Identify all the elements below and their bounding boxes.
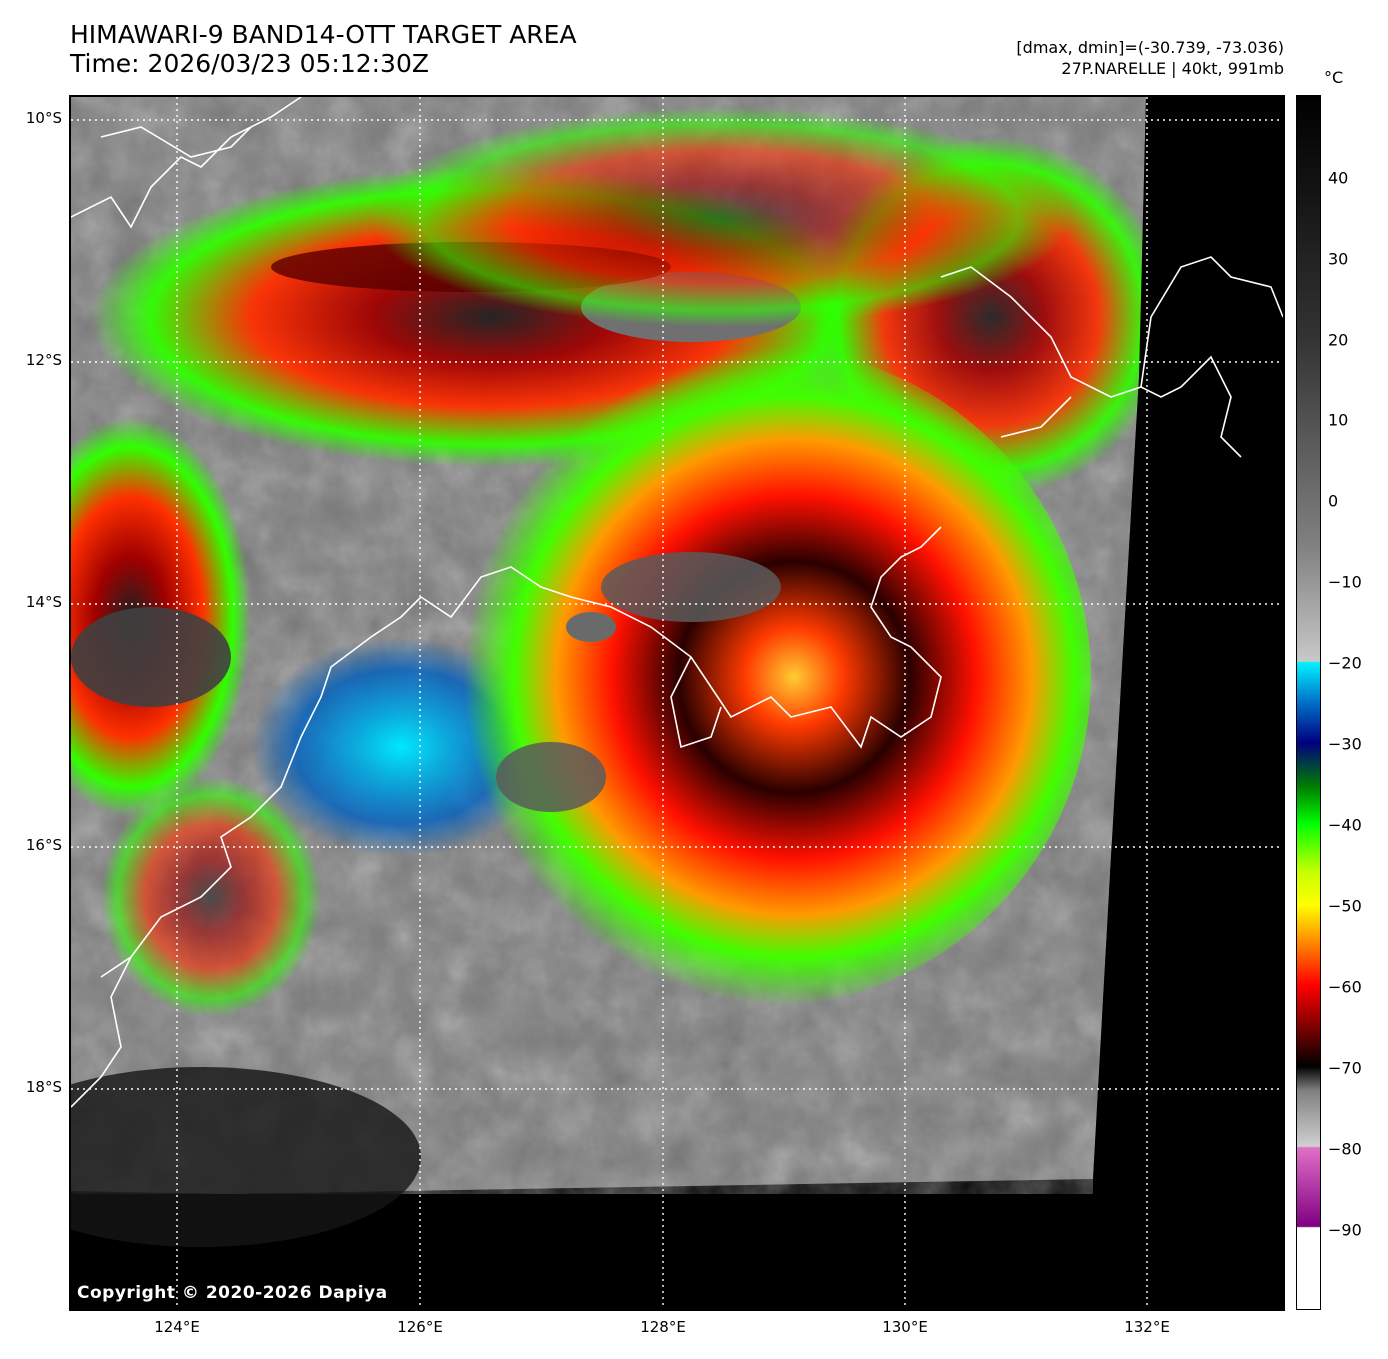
storm-info: [dmax, dmin]=(-30.739, -73.036) 27P.NARE… [1016, 37, 1284, 79]
lat-label-12s: 12°S [25, 351, 62, 369]
figure-title: HIMAWARI-9 BAND14-OTT TARGET AREA Time: … [70, 20, 577, 78]
no-data-east [1093, 97, 1283, 1309]
title-line: HIMAWARI-9 BAND14-OTT TARGET AREA [70, 20, 577, 49]
storm-name-text: 27P.NARELLE | 40kt, 991mb [1061, 59, 1284, 78]
colorbar [1296, 95, 1321, 1310]
colorbar-tick: −30 [1328, 734, 1362, 754]
colorbar-unit: °C [1324, 68, 1344, 87]
lon-label-124e: 124°E [154, 1318, 200, 1336]
colorbar-tick: 20 [1328, 330, 1349, 350]
lat-label-16s: 16°S [25, 836, 62, 854]
lat-label-18s: 18°S [25, 1078, 62, 1096]
time-line: Time: 2026/03/23 05:12:30Z [70, 49, 429, 78]
colorbar-tick: −70 [1328, 1058, 1362, 1078]
satellite-imagery [71, 97, 1283, 1309]
lon-label-128e: 128°E [640, 1318, 686, 1336]
colorbar-tick: −50 [1328, 896, 1362, 916]
lon-label-130e: 130°E [882, 1318, 928, 1336]
colorbar-tick: −60 [1328, 977, 1362, 997]
lat-label-14s: 14°S [25, 593, 62, 611]
colorbar-tick: 40 [1328, 168, 1349, 188]
colorbar-tick: −10 [1328, 572, 1362, 592]
colorbar-tick: −20 [1328, 653, 1362, 673]
colorbar-tick: 30 [1328, 249, 1349, 269]
colorbar-tick: 0 [1328, 491, 1339, 511]
satellite-map[interactable]: Copyright © 2020-2026 Dapiya [69, 95, 1285, 1311]
colorbar-tick: −40 [1328, 815, 1362, 835]
coastlines [71, 97, 1283, 1108]
cyclone-core [431, 347, 1091, 1007]
lat-label-10s: 10°S [25, 109, 62, 127]
dmax-dmin-text: [dmax, dmin]=(-30.739, -73.036) [1016, 38, 1284, 57]
colorbar-tick: −80 [1328, 1139, 1362, 1159]
gridlines [71, 97, 1283, 1309]
lon-label-132e: 132°E [1124, 1318, 1170, 1336]
copyright-notice: Copyright © 2020-2026 Dapiya [77, 1283, 388, 1303]
lon-label-126e: 126°E [397, 1318, 443, 1336]
colorbar-tick: 10 [1328, 410, 1349, 430]
colorbar-tick: −90 [1328, 1220, 1362, 1240]
